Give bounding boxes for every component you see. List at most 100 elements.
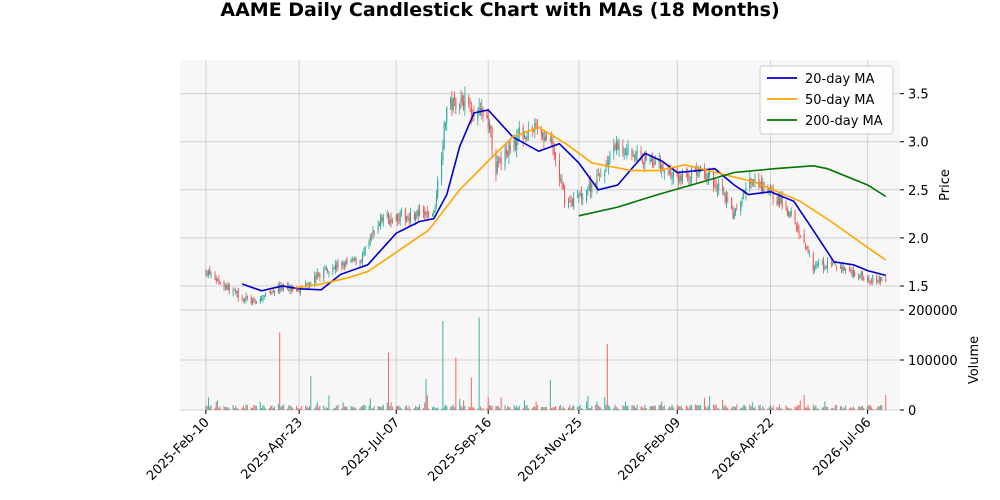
volume-bar xyxy=(490,405,492,410)
candle-body xyxy=(845,269,847,272)
candle-body xyxy=(696,169,698,177)
candle-body xyxy=(668,170,671,173)
volume-bar xyxy=(609,406,611,410)
volume-bar xyxy=(671,404,673,410)
candle-body xyxy=(745,188,747,195)
candle-body xyxy=(377,226,379,231)
candle-body xyxy=(435,196,437,206)
volume-bar xyxy=(564,408,566,410)
volume-bar xyxy=(644,404,646,410)
candle-body xyxy=(596,174,598,190)
candle-body xyxy=(460,98,462,103)
volume-bar xyxy=(296,405,298,410)
candle-body xyxy=(219,282,221,284)
candle-body xyxy=(678,176,680,182)
volume-bar xyxy=(263,406,265,410)
candle-body xyxy=(397,215,399,222)
moving-average-lines xyxy=(241,109,887,292)
volume-bar xyxy=(232,404,234,410)
candle-body xyxy=(836,265,838,268)
volume-bar xyxy=(825,406,827,410)
candle-body xyxy=(334,264,336,271)
volume-bar xyxy=(627,405,629,410)
volume-bar xyxy=(807,405,809,410)
candle-body xyxy=(259,299,261,303)
candle-body xyxy=(406,216,408,220)
volume-bar xyxy=(261,407,263,410)
volume-bar xyxy=(821,407,823,410)
candle-body xyxy=(336,265,338,268)
candle-body xyxy=(428,211,430,216)
volume-bar xyxy=(323,405,325,410)
candle-body xyxy=(587,189,589,191)
volume-bar xyxy=(406,405,408,410)
candle-body xyxy=(724,192,726,202)
volume-bar xyxy=(614,404,616,410)
candle-body xyxy=(490,125,492,130)
volume-bar xyxy=(272,408,274,410)
volume-bar xyxy=(613,407,615,410)
candle-body xyxy=(868,278,870,282)
candle-body xyxy=(351,257,353,261)
volume-bar xyxy=(477,408,479,410)
volume-bar xyxy=(508,407,510,410)
candle-body xyxy=(794,210,796,225)
volume-bar xyxy=(599,406,601,410)
volume-bar xyxy=(454,407,456,410)
candle-body xyxy=(714,184,716,187)
volume-bar xyxy=(526,404,528,410)
volume-bar xyxy=(663,405,665,410)
candle-body xyxy=(573,197,575,208)
volume-bar xyxy=(754,406,756,410)
volume-bar xyxy=(308,406,311,410)
volume-bar xyxy=(441,408,443,410)
volume-bar xyxy=(298,408,300,410)
candle-body xyxy=(667,172,669,174)
candle-body xyxy=(885,279,887,282)
candle-body xyxy=(224,285,226,287)
candle-body xyxy=(671,176,673,178)
volume-bar xyxy=(434,407,436,410)
volume-bar xyxy=(845,405,847,410)
volume-bar xyxy=(253,404,255,410)
volume-bar xyxy=(750,406,752,410)
volume-bar xyxy=(470,377,472,410)
volume-bar xyxy=(469,407,471,410)
volume-bar xyxy=(270,405,272,410)
volume-bar xyxy=(516,405,518,410)
volume-bar xyxy=(608,405,610,410)
candle-body xyxy=(679,175,681,182)
volume-bar xyxy=(694,404,696,410)
volume-bar xyxy=(241,407,243,410)
candle-body xyxy=(786,208,788,215)
candle-body xyxy=(553,149,555,155)
volume-bar xyxy=(224,407,226,410)
volume-bar xyxy=(707,405,709,410)
candle-body xyxy=(709,172,711,176)
volume-bar xyxy=(250,407,252,410)
volume-tick-label: 100000 xyxy=(908,354,958,369)
candle-body xyxy=(762,183,764,193)
chart-title: AAME Daily Candlestick Chart with MAs (1… xyxy=(220,0,779,21)
candle-body xyxy=(803,234,805,244)
volume-bar xyxy=(301,405,303,410)
volume-bar xyxy=(824,401,826,410)
volume-bar xyxy=(517,407,519,410)
volume-bar xyxy=(479,406,481,410)
candle-body xyxy=(716,189,718,191)
candle-body xyxy=(582,198,584,200)
volume-bar xyxy=(545,406,547,410)
volume-bar xyxy=(685,405,687,410)
candle-body xyxy=(364,246,366,255)
candle-body xyxy=(740,202,742,211)
volume-bar xyxy=(767,408,769,410)
volume-bar xyxy=(404,406,406,410)
volume-bar xyxy=(491,406,493,410)
volume-bar xyxy=(292,408,294,410)
volume-bar xyxy=(543,407,545,410)
volume-bar xyxy=(207,397,210,410)
candle-body xyxy=(463,101,465,110)
volume-bar xyxy=(223,406,225,410)
candle-body xyxy=(482,108,484,117)
